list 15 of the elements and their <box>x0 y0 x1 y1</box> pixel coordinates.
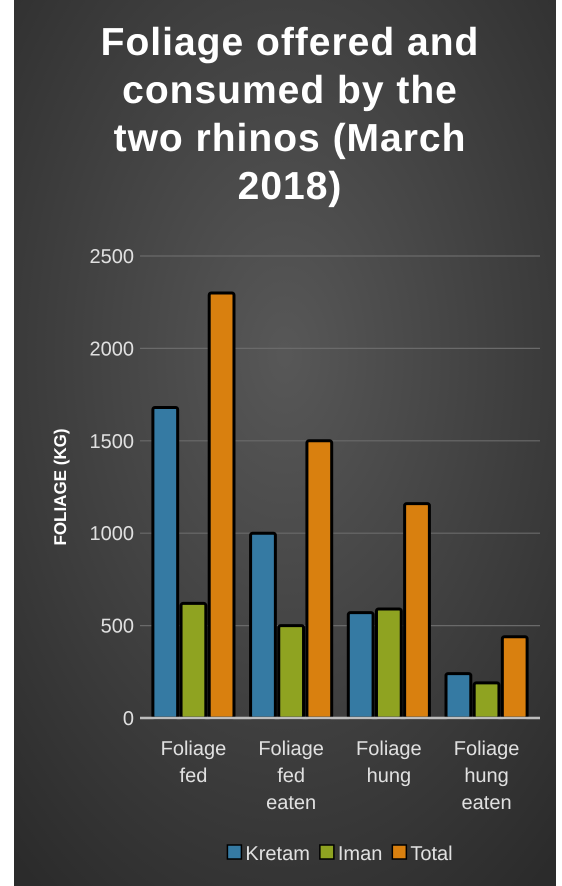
y-tick-label: 1500 <box>90 430 134 453</box>
y-tick-label: 1000 <box>90 523 134 546</box>
x-tick-label: Foliage fed eaten <box>258 738 324 814</box>
y-tick-label: 2000 <box>90 338 134 360</box>
x-tick-label: Foliage fed <box>160 738 226 787</box>
y-tick-label: 2500 <box>90 246 134 268</box>
legend-label: Iman <box>338 843 382 865</box>
y-tick-label: 0 <box>122 708 134 730</box>
legend-label: Total <box>410 843 453 865</box>
x-tick-label: Foliage hung <box>356 738 422 787</box>
x-tick-label: Foliage hung eaten <box>454 738 520 814</box>
chart-title: Foliage offered and consumed by the two rhinos (March 2018) <box>100 21 480 208</box>
y-axis-title: FOLIAGE (KG) <box>51 428 70 546</box>
legend-label: Kretam <box>245 843 310 865</box>
y-tick-label: 500 <box>100 616 134 638</box>
